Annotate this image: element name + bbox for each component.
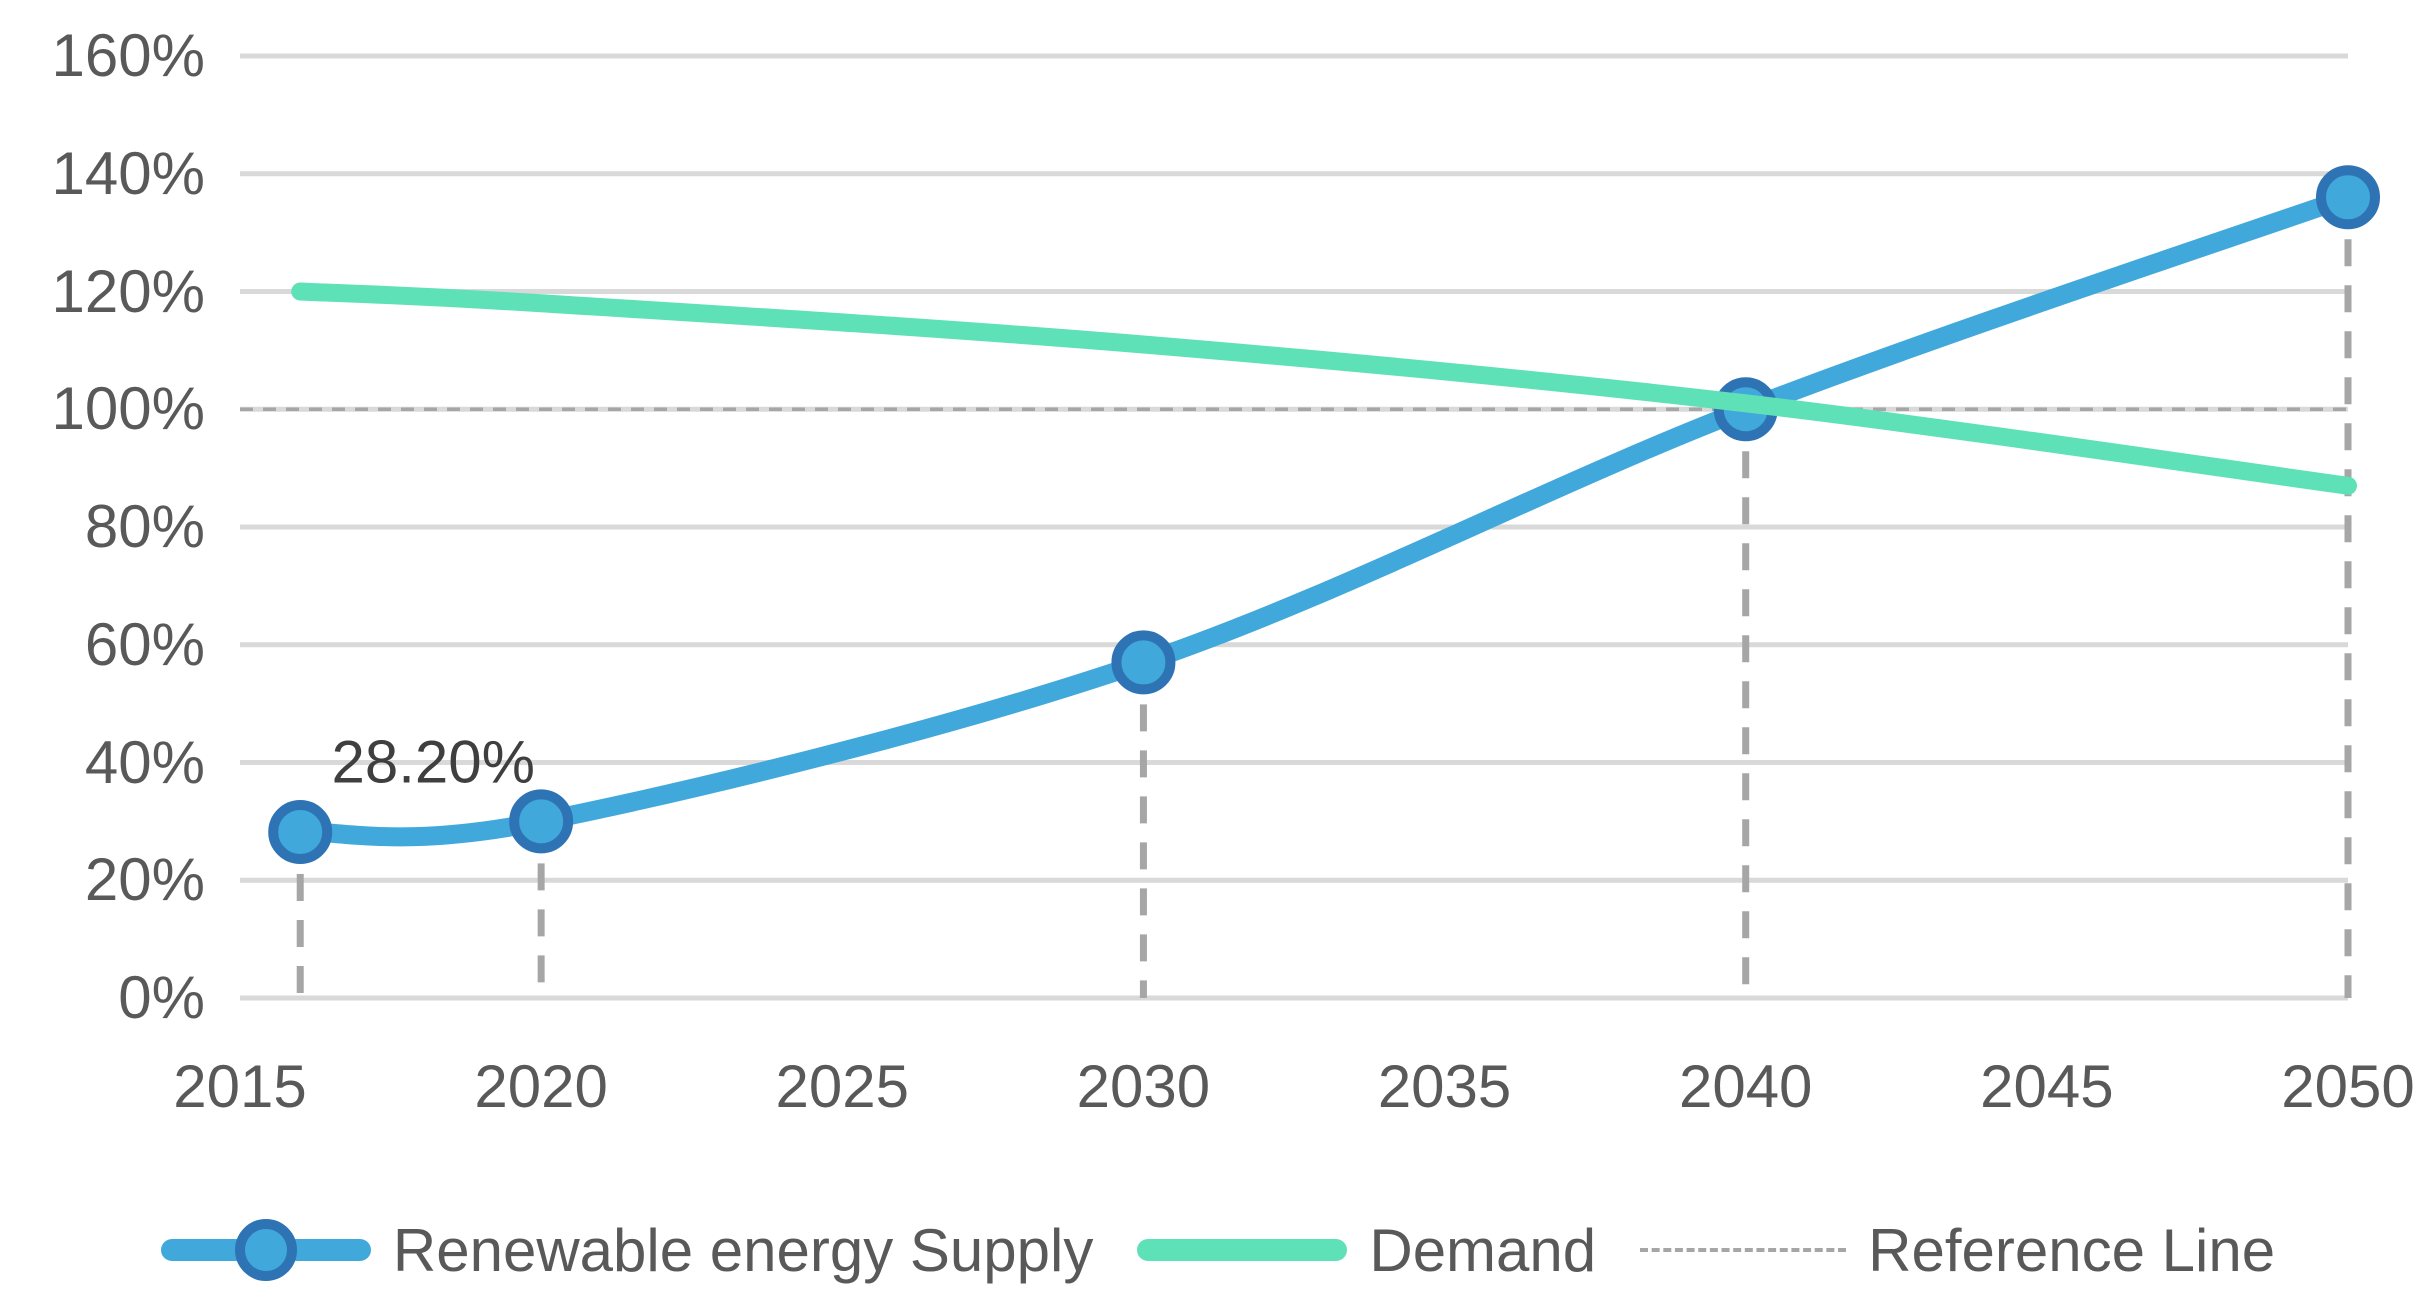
legend-item-supply: Renewable energy Supply bbox=[160, 1216, 1094, 1285]
legend-label-demand: Demand bbox=[1369, 1216, 1597, 1284]
data-point-marker bbox=[509, 789, 574, 854]
demand-line-swatch-icon bbox=[1137, 1239, 1348, 1261]
supply-marker-icon bbox=[234, 1219, 297, 1281]
legend-label-supply: Renewable energy Supply bbox=[392, 1216, 1094, 1284]
reference-line-swatch-icon bbox=[1640, 1248, 1847, 1252]
legend-item-demand: Demand bbox=[1137, 1216, 1596, 1285]
legend-label-reference: Reference Line bbox=[1868, 1216, 2276, 1284]
legend-item-reference: Reference Line bbox=[1640, 1216, 2275, 1285]
data-point-marker bbox=[2316, 165, 2380, 230]
data-point-marker bbox=[268, 799, 333, 864]
demand-series-line bbox=[291, 282, 2357, 495]
data-point-marker bbox=[1111, 630, 1176, 695]
supply-line-swatch-icon bbox=[160, 1219, 371, 1281]
legend: Renewable energy Supply Demand Reference… bbox=[0, 1202, 2436, 1298]
data-label-first-point: 28.20% bbox=[331, 728, 535, 796]
